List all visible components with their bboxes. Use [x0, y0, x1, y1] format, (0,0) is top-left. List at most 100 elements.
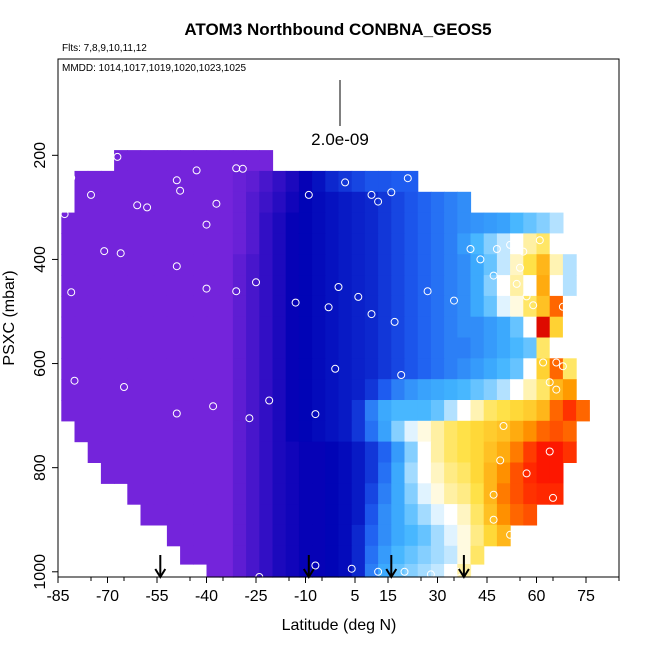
heatmap-cell [404, 545, 419, 565]
heatmap-cell [127, 441, 142, 463]
heatmap-cell [219, 275, 234, 297]
heatmap-cell [483, 462, 498, 484]
heatmap-cell [259, 337, 274, 359]
heatmap-cell [457, 316, 472, 339]
heatmap-cell [246, 150, 260, 172]
heatmap-cell [166, 524, 181, 547]
heatmap-cell [364, 441, 379, 463]
heatmap-cell [470, 254, 485, 276]
heatmap-cell [285, 233, 300, 255]
heatmap-cell [285, 275, 300, 297]
heatmap-cell [444, 504, 458, 526]
heatmap-cell [444, 191, 458, 214]
heatmap-cell [87, 275, 102, 297]
heatmap-cell [206, 441, 221, 463]
heatmap-cell [140, 233, 155, 255]
heatmap-cell [180, 170, 194, 193]
heatmap-cell [430, 400, 445, 422]
heatmap-cell [496, 462, 511, 484]
heatmap-cell [483, 504, 498, 526]
heatmap-cell [100, 358, 115, 380]
heatmap-cell [193, 420, 208, 443]
heatmap-cell [562, 379, 577, 401]
heatmap-cell [153, 275, 168, 297]
heatmap-cell [285, 564, 300, 578]
observation-point [387, 188, 396, 197]
heatmap-cell [246, 337, 260, 359]
heatmap-cell [470, 524, 485, 547]
heatmap-cell [391, 441, 406, 463]
observation-point [522, 469, 531, 478]
heatmap-cell [457, 337, 472, 359]
heatmap-cell [470, 212, 485, 234]
heatmap-cell [285, 420, 300, 443]
heatmap-cell [430, 316, 445, 339]
observation-point [374, 567, 383, 576]
heatmap-cell [549, 379, 564, 401]
heatmap-cell [457, 191, 472, 214]
heatmap-cell [166, 358, 181, 380]
x-tick-label: -10 [294, 588, 317, 605]
observation-point [506, 240, 515, 249]
heatmap-cell [100, 316, 115, 339]
chart-title: ATOM3 Northbound CONBNA_GEOS5 [184, 20, 491, 39]
observation-point [304, 190, 313, 199]
heatmap-cell [470, 462, 485, 484]
heatmap-cell [444, 254, 458, 276]
heatmap-cell [166, 504, 181, 526]
heatmap-cell [153, 233, 168, 255]
heatmap-cell [100, 212, 115, 234]
heatmap-cell [74, 379, 89, 401]
heatmap-cell [483, 275, 498, 297]
heatmap-cell [536, 400, 551, 422]
heatmap-cell [206, 254, 221, 276]
heatmap-cell [549, 337, 564, 359]
observation-point [374, 197, 383, 206]
heatmap-cell [417, 275, 432, 297]
heatmap-cell [219, 400, 234, 422]
heatmap-cell [166, 316, 181, 339]
heatmap-cell [272, 254, 287, 276]
heatmap-cell [232, 379, 247, 401]
heatmap-cell [140, 316, 155, 339]
heatmap-cell [549, 212, 564, 234]
heatmap-cell [510, 483, 524, 505]
heatmap-cell [338, 170, 353, 193]
observation-points [60, 152, 587, 581]
observation-point [172, 262, 181, 271]
heatmap-cell [232, 337, 247, 359]
heatmap-cell [206, 504, 221, 526]
observation-point [466, 245, 475, 253]
heatmap-cell [325, 400, 340, 422]
heatmap-cell [417, 212, 432, 234]
heatmap-cell [232, 212, 247, 234]
heatmap-cell [417, 191, 432, 214]
heatmap-cell [549, 275, 564, 297]
heatmap-cell [404, 441, 419, 463]
heatmap-cell [325, 254, 340, 276]
heatmap-cell [536, 275, 551, 297]
heatmap-cell [510, 275, 524, 297]
heatmap-cell [232, 275, 247, 297]
heatmap-cell [325, 316, 340, 339]
heatmap-cell [114, 420, 128, 443]
heatmap-cell [444, 316, 458, 339]
observation-point [568, 463, 577, 472]
heatmap-cell [338, 295, 353, 318]
heatmap-cell [166, 400, 181, 422]
heatmap-cell [246, 441, 260, 463]
heatmap-cell [496, 483, 511, 505]
heatmap-cell [364, 462, 379, 484]
heatmap-cell [272, 337, 287, 359]
heatmap-cell [457, 462, 472, 484]
heatmap-cell [536, 316, 551, 339]
observation-point [120, 383, 128, 391]
heatmap-cell [246, 275, 260, 297]
heatmap-cell [417, 420, 432, 443]
heatmap-cell [496, 400, 511, 422]
heatmap-cell [457, 358, 472, 380]
heatmap-cell [404, 233, 419, 255]
heatmap-cell [378, 275, 392, 297]
heatmap-cell [153, 358, 168, 380]
heatmap-cell [391, 212, 406, 234]
